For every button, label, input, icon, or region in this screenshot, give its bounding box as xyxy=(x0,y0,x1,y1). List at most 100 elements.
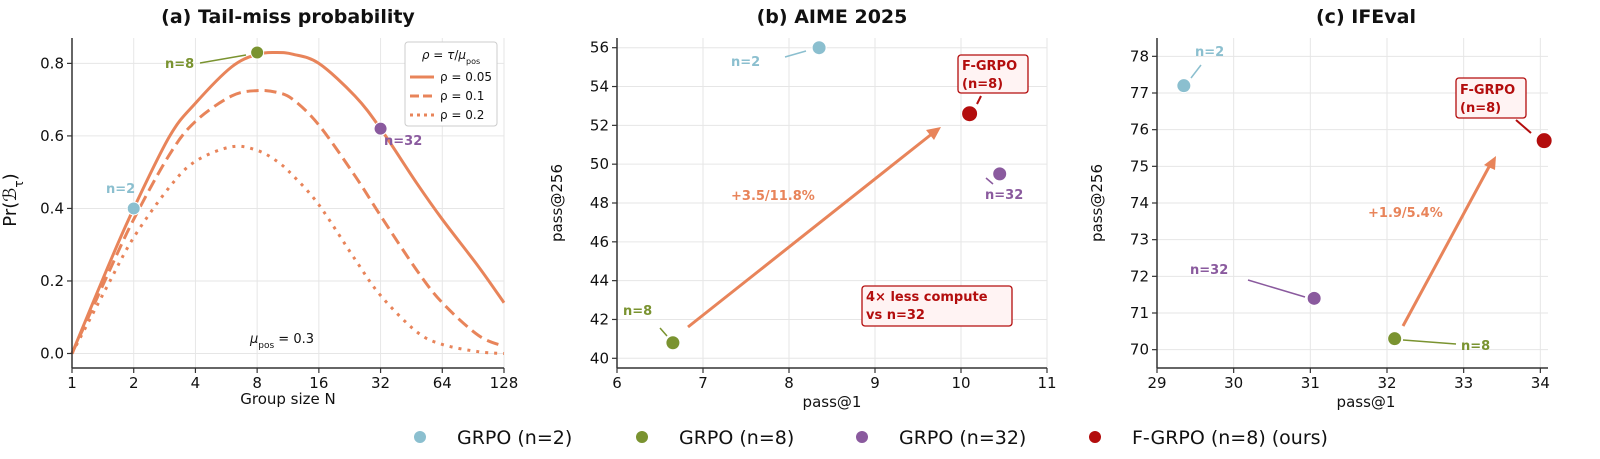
y-tick-label: 42 xyxy=(590,310,609,328)
x-tick-label: 34 xyxy=(1531,374,1550,392)
x-tick-label: 128 xyxy=(490,374,519,392)
panel-c-fgrpo-line1: F-GRPO xyxy=(1460,83,1515,98)
x-tick-label: 8 xyxy=(252,374,262,392)
x-tick-label: 7 xyxy=(698,374,708,392)
panel-b-leader-fgrpo xyxy=(976,95,982,105)
x-tick-label: 4 xyxy=(191,374,201,392)
data-point-n32 xyxy=(373,121,388,136)
legend-label: GRPO (n=2) xyxy=(457,427,572,449)
y-tick-label: 56 xyxy=(590,39,609,57)
panel-a-label-n32: n=32 xyxy=(384,134,422,149)
panel-a-label-n8: n=8 xyxy=(165,57,194,72)
x-tick-label: 64 xyxy=(433,374,452,392)
panel-b-callout-line2: vs n=32 xyxy=(866,308,925,323)
panel-a-ylabel: Pr(ℬτ) xyxy=(0,173,26,226)
panel-a-tail-miss: (a) Tail-miss probability 1 2 4 8 16 32 64 128 0… xyxy=(0,6,518,408)
x-tick-label: 31 xyxy=(1301,374,1320,392)
y-tick-label: 40 xyxy=(590,349,609,367)
panel-b-fgrpo-callout: F-GRPO (n=8) xyxy=(957,54,1029,94)
x-tick-label: 32 xyxy=(1377,374,1396,392)
panel-a-legend: ρ = τ/μpos ρ = 0.05 ρ = 0.1 ρ = 0.2 xyxy=(404,41,498,127)
y-tick-label: 76 xyxy=(1130,121,1149,139)
y-tick-label: 0.8 xyxy=(40,54,64,72)
data-point-n8 xyxy=(1387,331,1403,347)
panel-a-curves xyxy=(70,50,506,355)
panel-c-label-n2: n=2 xyxy=(1195,45,1224,60)
y-tick-label: 77 xyxy=(1130,84,1149,102)
panel-b-leader-n32 xyxy=(985,177,994,185)
y-tick-label: 52 xyxy=(590,116,609,134)
x-tick-label: 6 xyxy=(612,374,622,392)
panel-c-leader-n2 xyxy=(1190,64,1202,79)
x-tick-label: 10 xyxy=(951,374,970,392)
data-point-fgrpo xyxy=(961,105,979,123)
y-tick-label: 70 xyxy=(1130,341,1149,359)
x-tick-label: 9 xyxy=(870,374,880,392)
panel-b-label-n32: n=32 xyxy=(985,188,1023,203)
y-tick-label: 75 xyxy=(1130,157,1149,175)
data-point-n2 xyxy=(811,40,827,56)
data-point-n2 xyxy=(126,201,141,216)
legend-label: GRPO (n=32) xyxy=(899,427,1026,449)
panel-a-points xyxy=(126,45,388,216)
panel-c-label-n32: n=32 xyxy=(1190,263,1228,278)
panel-c-points xyxy=(1176,78,1553,347)
curve-dashed xyxy=(70,88,505,355)
x-tick-label: 2 xyxy=(129,374,139,392)
panel-b-gain-label: +3.5/11.8% xyxy=(731,189,815,204)
data-point-fgrpo xyxy=(1535,132,1553,150)
legend-marker-icon xyxy=(636,431,648,443)
panel-c-label-n8: n=8 xyxy=(1461,339,1490,354)
panel-c-fgrpo-line2: (n=8) xyxy=(1460,101,1501,116)
y-tick-label: 74 xyxy=(1130,194,1149,212)
panel-a-legend-entry: ρ = 0.2 xyxy=(440,108,484,122)
panel-a-leader-n8 xyxy=(199,54,247,64)
y-tick-label: 46 xyxy=(590,233,609,251)
curve-dotted xyxy=(70,144,505,355)
panel-c-gain-arrow xyxy=(1401,156,1496,327)
data-point-n2 xyxy=(1176,78,1192,94)
panel-b-compute-callout: 4× less compute vs n=32 xyxy=(861,285,1013,327)
panel-c-leader-n8 xyxy=(1402,339,1457,345)
panel-a-axes: 1 2 4 8 16 32 64 128 0.0 0.2 0.4 0.6 0.8 xyxy=(40,38,518,392)
x-tick-label: 29 xyxy=(1147,374,1166,392)
x-tick-label: 8 xyxy=(784,374,794,392)
y-tick-label: 72 xyxy=(1130,267,1149,285)
panel-c-leader-n32 xyxy=(1247,279,1306,298)
curve-solid xyxy=(70,50,506,355)
panel-c-axes: 29 30 31 32 33 34 70 71 72 73 74 75 76 77 78 xyxy=(1130,38,1550,392)
panel-b-fgrpo-line2: (n=8) xyxy=(962,77,1003,92)
panel-b-callout-line1: 4× less compute xyxy=(866,290,988,305)
legend-item: GRPO (n=8) xyxy=(636,427,794,449)
y-tick-label: 50 xyxy=(590,155,609,173)
y-tick-label: 71 xyxy=(1130,304,1149,322)
y-tick-label: 0.0 xyxy=(40,344,64,362)
panel-c-ylabel: pass@256 xyxy=(1088,164,1106,242)
panel-a-legend-entry: ρ = 0.1 xyxy=(440,89,484,103)
x-tick-label: 32 xyxy=(371,374,390,392)
x-tick-label: 16 xyxy=(309,374,328,392)
panel-c-title: (c) IFEval xyxy=(1316,6,1416,28)
y-tick-label: 0.4 xyxy=(40,199,64,217)
legend-item: GRPO (n=32) xyxy=(856,427,1026,449)
panel-b-leader-n8 xyxy=(659,327,668,337)
y-tick-label: 73 xyxy=(1130,231,1149,249)
figure-legend: GRPO (n=2) GRPO (n=8) GRPO (n=32) F-GRPO (n… xyxy=(414,427,1328,449)
data-point-n32 xyxy=(1306,290,1322,306)
panel-c-leader-fgrpo xyxy=(1515,119,1532,134)
legend-label: F-GRPO (n=8) (ours) xyxy=(1132,427,1328,449)
data-point-n32 xyxy=(992,166,1008,182)
panel-b-label-n2: n=2 xyxy=(731,55,760,70)
panel-b-fgrpo-line1: F-GRPO xyxy=(962,59,1017,74)
panel-b-label-n8: n=8 xyxy=(623,304,652,319)
panel-a-label-n2: n=2 xyxy=(106,182,135,197)
x-tick-label: 11 xyxy=(1037,374,1056,392)
panel-b-points xyxy=(665,40,1008,351)
x-tick-label: 30 xyxy=(1224,374,1243,392)
panel-c-xlabel: pass@1 xyxy=(1337,393,1396,411)
panel-b-axes: 6 7 8 9 10 11 40 42 44 46 48 50 52 54 56 xyxy=(590,38,1057,392)
panel-b-title: (b) AIME 2025 xyxy=(757,6,908,28)
y-tick-label: 48 xyxy=(590,194,609,212)
legend-marker-icon xyxy=(856,431,868,443)
